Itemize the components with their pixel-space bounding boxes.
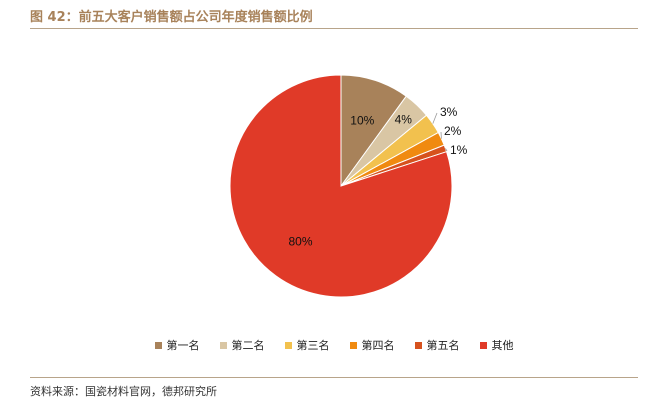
- legend-swatch: [154, 341, 162, 349]
- chart-legend: 第一名 第二名 第三名 第四名 第五名 其他: [0, 337, 668, 353]
- slice-label-6: 80%: [288, 235, 312, 249]
- legend-item-2: 第二名: [219, 337, 265, 353]
- leader-line-3: [432, 112, 438, 124]
- slice-label-2: 4%: [395, 113, 413, 127]
- legend-label: 第一名: [166, 339, 200, 352]
- bottom-divider: [30, 377, 638, 378]
- legend-item-1: 第一名: [154, 337, 200, 353]
- legend-label: 第三名: [296, 339, 330, 352]
- slice-label-3: 3%: [440, 105, 458, 119]
- chart-title: 图 42：前五大客户销售额占公司年度销售额比例: [30, 10, 313, 25]
- legend-label: 第二名: [231, 339, 265, 352]
- legend-item-3: 第三名: [284, 337, 330, 353]
- legend-label: 第四名: [361, 339, 395, 352]
- legend-swatch: [284, 341, 292, 349]
- legend-swatch: [349, 341, 357, 349]
- legend-item-6: 其他: [479, 337, 514, 353]
- source-note: 资料来源：国瓷材料官网，德邦研究所: [30, 385, 217, 398]
- slice-label-5: 1%: [450, 143, 468, 157]
- legend-swatch: [219, 341, 227, 349]
- slice-label-4: 2%: [444, 124, 462, 138]
- legend-label: 第五名: [426, 339, 460, 352]
- legend-label: 其他: [491, 339, 514, 352]
- leader-line-5: [445, 148, 448, 152]
- legend-item-4: 第四名: [349, 337, 395, 353]
- pie-slice-6: [229, 74, 453, 298]
- legend-swatch: [479, 341, 487, 349]
- slice-label-1: 10%: [350, 114, 374, 128]
- legend-swatch: [414, 341, 422, 349]
- top-divider: [30, 28, 638, 29]
- legend-item-5: 第五名: [414, 337, 460, 353]
